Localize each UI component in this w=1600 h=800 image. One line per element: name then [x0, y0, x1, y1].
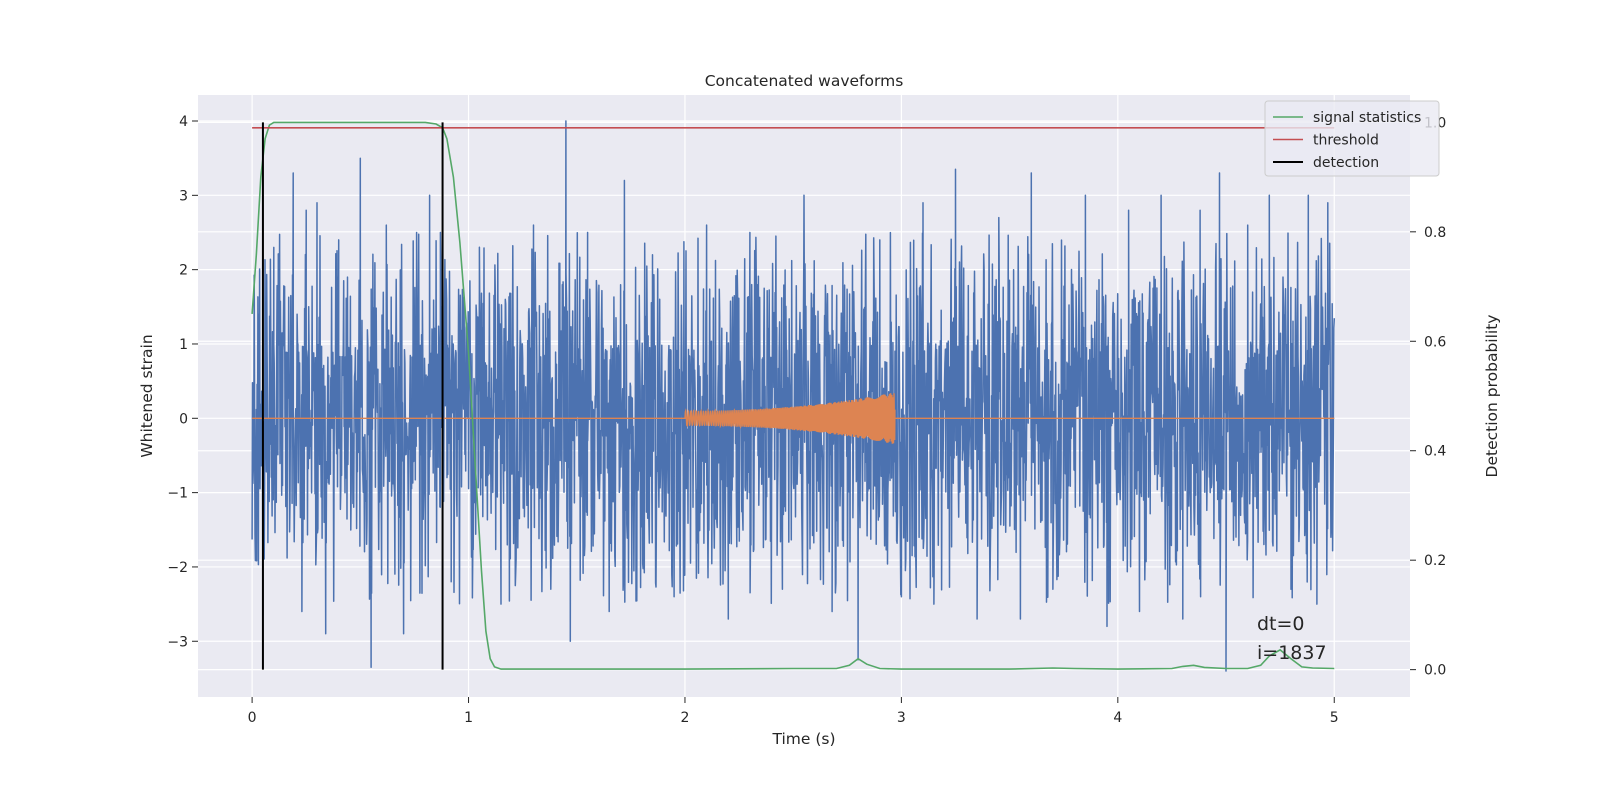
x-tick-label: 2	[681, 710, 690, 726]
y-tick-label: 2	[179, 263, 188, 279]
y-tick-label: 3	[179, 188, 188, 204]
y2-axis-label: Detection probability	[1483, 315, 1501, 478]
y2-tick-label: 0.4	[1424, 444, 1446, 460]
y-tick-label: −3	[167, 634, 188, 650]
legend-label-signal-statistics: signal statistics	[1313, 110, 1421, 126]
annotation-index: i=1837	[1257, 642, 1327, 664]
x-tick-label: 4	[1113, 710, 1122, 726]
y2-tick-label: 0.8	[1424, 225, 1446, 241]
y2-tick-label: 0.0	[1424, 663, 1446, 679]
y-tick-label: 1	[179, 337, 188, 353]
x-tick-label: 0	[248, 710, 257, 726]
legend-box	[1264, 100, 1440, 177]
y-tick-label: 0	[179, 411, 188, 427]
legend-label-threshold: threshold	[1313, 133, 1379, 149]
legend-label-detection: detection	[1313, 155, 1379, 171]
x-tick-label: 5	[1330, 710, 1339, 726]
x-tick-label: 3	[897, 710, 906, 726]
y2-tick-label: 0.2	[1424, 553, 1446, 569]
y2-tick-label: 0.6	[1424, 334, 1446, 350]
annotation-dt: dt=0	[1257, 613, 1305, 635]
y-axis-label: Whitened strain	[138, 334, 156, 457]
data-layer	[251, 120, 1336, 672]
x-axis-label: Time (s)	[771, 730, 835, 748]
y-tick-label: 4	[179, 114, 188, 130]
legend: signal statistics threshold detection	[1264, 100, 1440, 177]
x-tick-label: 1	[464, 710, 473, 726]
chart-title: Concatenated waveforms	[705, 72, 904, 90]
y-tick-label: −2	[167, 560, 188, 576]
signal-statistics-line	[251, 121, 1335, 670]
y-tick-label: −1	[167, 486, 188, 502]
injection-line	[252, 393, 1335, 444]
strain-line	[251, 120, 1336, 672]
